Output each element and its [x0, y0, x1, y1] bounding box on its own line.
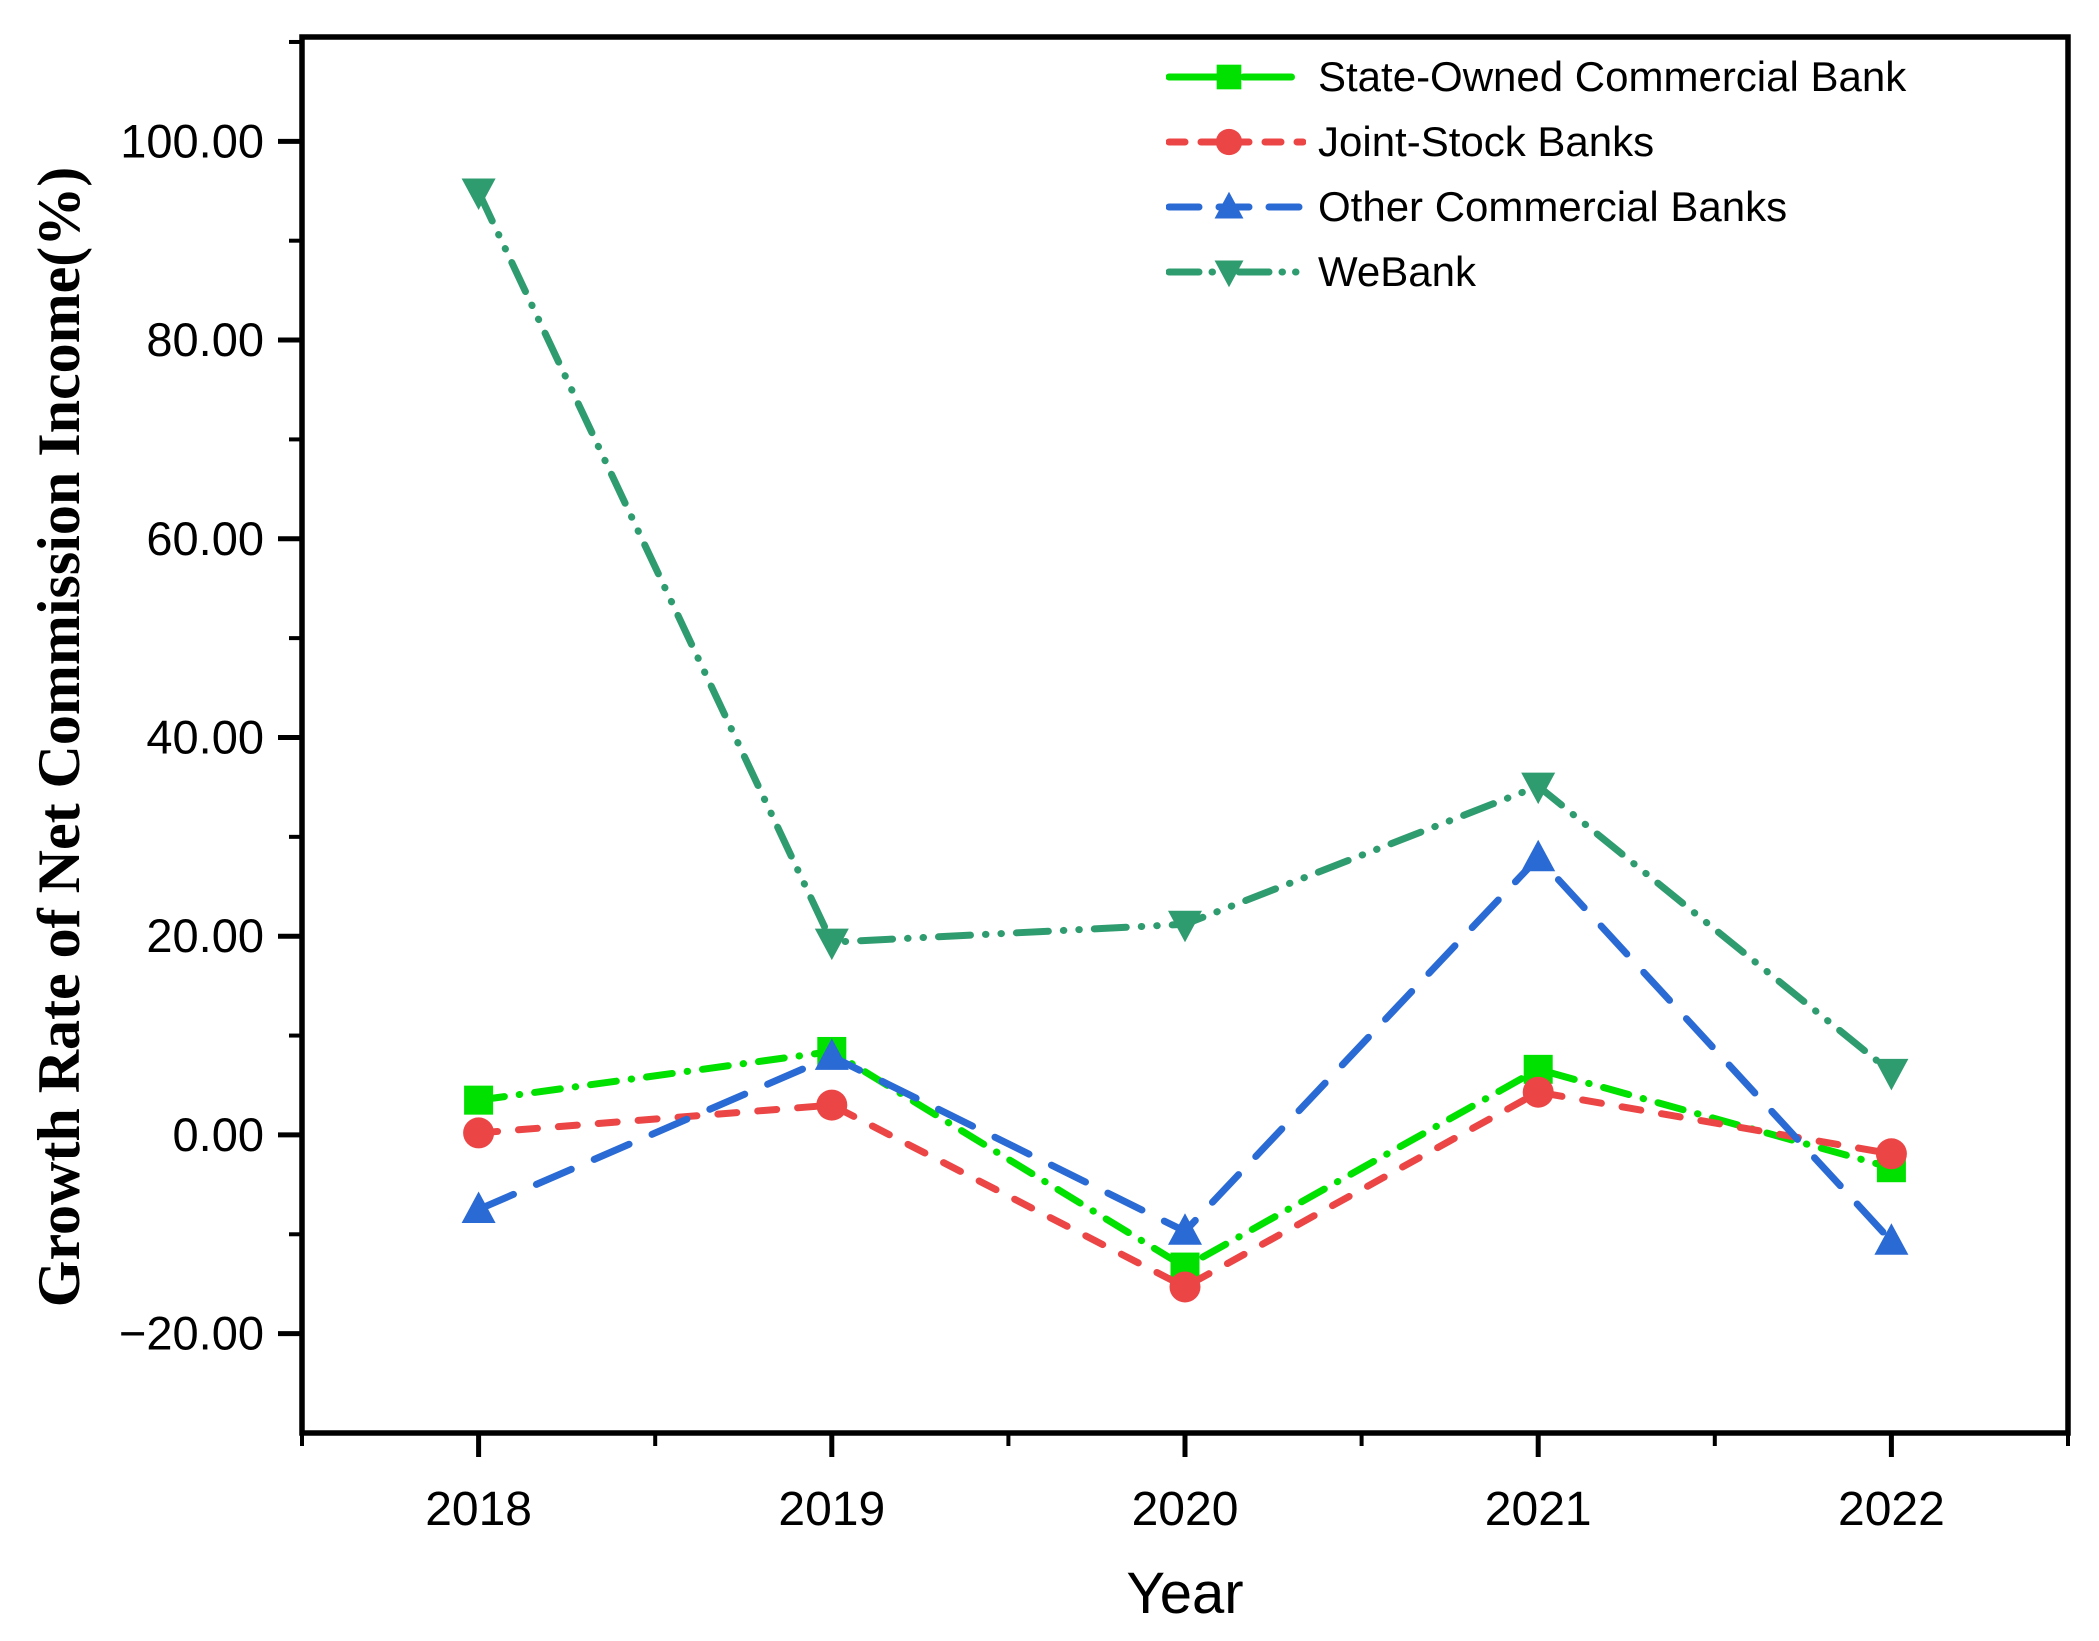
marker-triangle-up-other-commercial-banks [1168, 1213, 1202, 1245]
marker-circle-joint-stock-banks [1169, 1271, 1201, 1303]
legend-marker-triangle-up [1214, 191, 1244, 218]
legend-item-joint-stock-banks: Joint-Stock Banks [1166, 109, 1906, 174]
x-tick-label: 2022 [1838, 1483, 1945, 1536]
y-tick-label: 100.00 [120, 114, 264, 167]
legend-sample-line-marker [1166, 128, 1306, 155]
marker-triangle-down-webank [1521, 772, 1556, 805]
legend-item-webank: WeBank [1166, 239, 1906, 304]
series-line-state-owned-commercial-bank [475, 1047, 1895, 1271]
legend-label: State-Owned Commercial Bank [1318, 52, 1907, 100]
legend-label: Joint-Stock Banks [1318, 117, 1655, 165]
marker-triangle-down-webank [1168, 910, 1202, 943]
marker-circle-joint-stock-banks [1522, 1076, 1554, 1108]
legend-marker-square [1216, 64, 1242, 89]
x-tick-label: 2019 [778, 1483, 885, 1536]
legend-marker-triangle-down [1214, 260, 1244, 287]
x-tick-label: 2020 [1132, 1483, 1239, 1536]
legend-marker-circle [1215, 128, 1243, 155]
legend-sample-line-marker [1166, 64, 1306, 89]
legend-sample-line-marker [1166, 191, 1306, 218]
legend-label: Other Commercial Banks [1318, 182, 1788, 230]
y-axis-title: Growth Rate of Net Commission Income(%) [26, 166, 92, 1308]
x-tick-label: 2018 [425, 1483, 532, 1536]
x-tick-label: 2021 [1485, 1483, 1592, 1536]
marker-circle-joint-stock-banks [463, 1117, 495, 1149]
legend-label: WeBank [1318, 247, 1476, 295]
marker-triangle-up-other-commercial-banks [461, 1191, 496, 1223]
marker-triangle-up-other-commercial-banks [1521, 839, 1556, 872]
marker-circle-joint-stock-banks [816, 1089, 848, 1121]
legend-item-other-commercial-banks: Other Commercial Banks [1166, 174, 1906, 239]
marker-square-state-owned-commercial-bank [464, 1085, 494, 1115]
y-tick-label: 0.00 [173, 1108, 264, 1161]
y-tick-label: 20.00 [146, 909, 264, 962]
x-axis-title: Year [1126, 1561, 1244, 1626]
y-tick-label: 40.00 [146, 710, 264, 763]
marker-triangle-down-webank [461, 178, 496, 211]
marker-triangle-down-webank [814, 928, 849, 961]
marker-triangle-up-other-commercial-banks [814, 1038, 849, 1070]
y-tick-label: 80.00 [146, 313, 264, 366]
y-tick-label: −20.00 [119, 1307, 264, 1360]
marker-circle-joint-stock-banks [1875, 1138, 1907, 1170]
legend-sample-line-marker [1166, 260, 1306, 287]
marker-triangle-down-webank [1874, 1058, 1909, 1091]
y-tick-label: 60.00 [146, 512, 264, 565]
legend: State-Owned Commercial Bank Joint-Stock … [1166, 44, 1906, 304]
marker-triangle-up-other-commercial-banks [1874, 1223, 1909, 1255]
legend-item-state-owned-commercial-bank: State-Owned Commercial Bank [1166, 44, 1906, 109]
